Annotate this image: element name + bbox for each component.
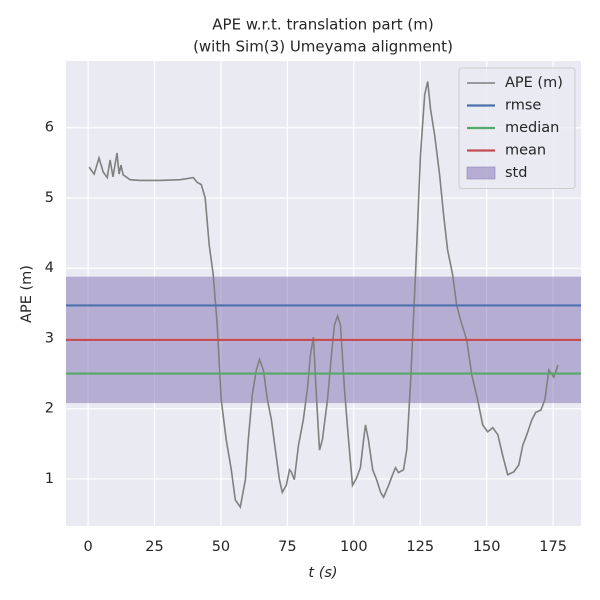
x-tick-label: 125: [406, 539, 434, 555]
ape-line: [88, 81, 559, 509]
legend-label: APE (m): [505, 75, 563, 91]
y-tick-label: 3: [45, 330, 54, 346]
y-tick-label: 4: [45, 260, 54, 276]
legend-label: median: [505, 120, 559, 136]
legend-box: [458, 67, 576, 189]
legend-swatch: [466, 166, 496, 180]
y-axis-label: APE (m): [19, 265, 35, 323]
x-tick-label: 0: [83, 539, 92, 555]
x-tick-label: 100: [340, 539, 368, 555]
x-tick-label: 175: [539, 539, 567, 555]
x-tick-label: 50: [212, 539, 230, 555]
x-tick-label: 25: [145, 539, 163, 555]
y-tick-label: 1: [45, 471, 54, 487]
x-tick-label: 150: [473, 539, 501, 555]
y-tick-label: 2: [45, 401, 54, 417]
chart-title: APE w.r.t. translation part (m): [212, 16, 433, 34]
legend-label: std: [505, 165, 527, 181]
chart-subtitle: (with Sim(3) Umeyama alignment): [193, 38, 453, 56]
x-tick-label: 75: [278, 539, 296, 555]
legend-label: rmse: [505, 98, 541, 114]
y-tick-label: 5: [45, 190, 54, 206]
y-tick-label: 6: [45, 120, 54, 136]
legend-label: mean: [505, 143, 546, 159]
x-axis-label: t (s): [308, 565, 337, 581]
